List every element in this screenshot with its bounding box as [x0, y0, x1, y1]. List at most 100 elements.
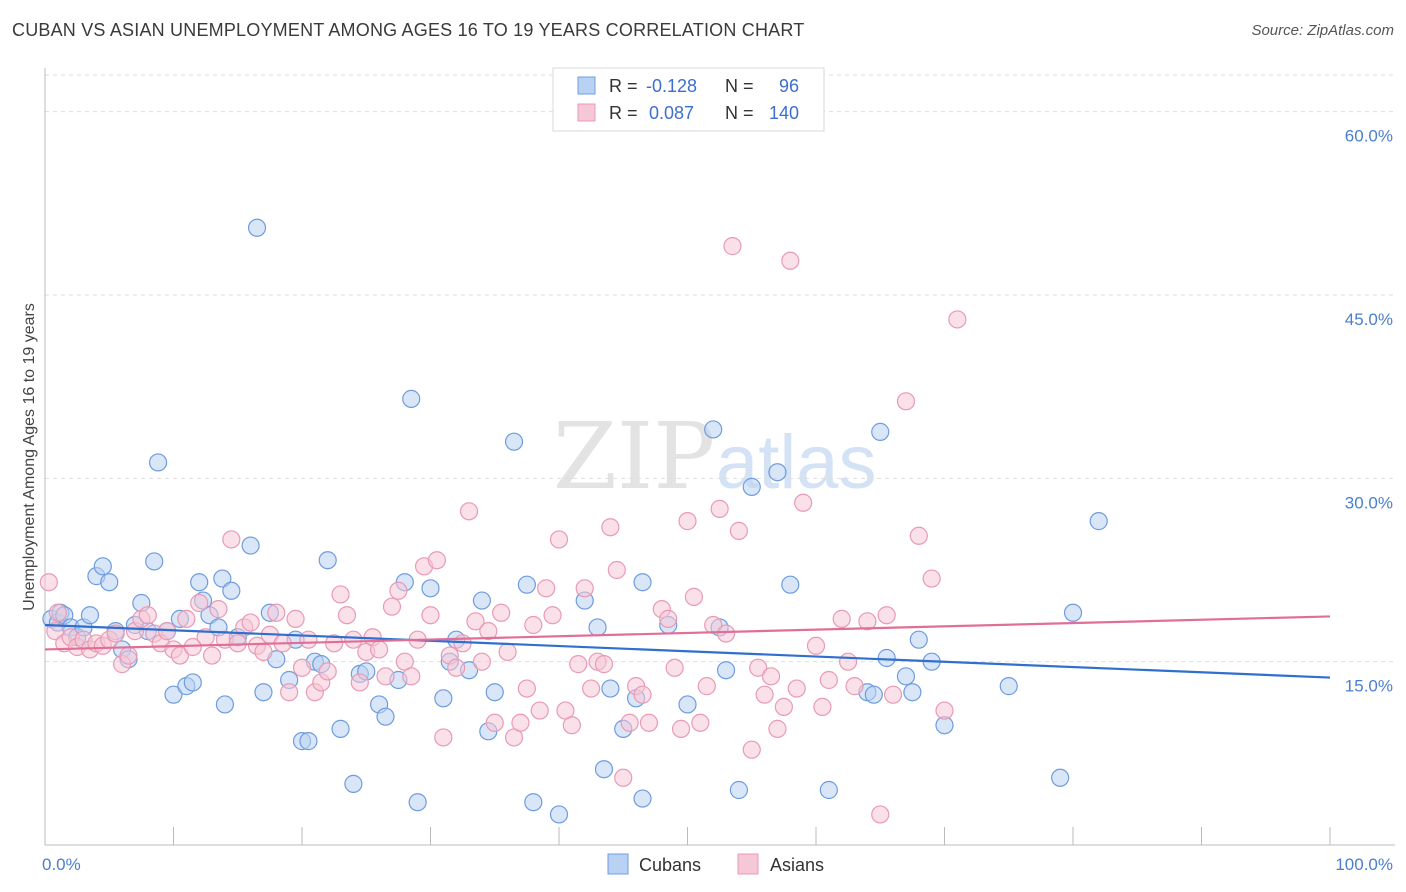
- cubans-point: [434, 689, 453, 708]
- asians-point: [684, 587, 704, 606]
- cubans-point: [504, 432, 524, 451]
- asians-point: [344, 630, 363, 649]
- cubans-point: [742, 477, 761, 496]
- asians-point: [710, 499, 729, 518]
- cubans-point: [215, 695, 234, 714]
- asians-point: [742, 740, 761, 759]
- asians-point: [691, 713, 710, 732]
- asians-point: [716, 624, 736, 643]
- asians-point: [222, 530, 241, 549]
- cubans-point: [704, 420, 723, 439]
- asians-point: [665, 658, 684, 677]
- asians-point: [183, 637, 202, 657]
- watermark-zip: ZIP: [553, 403, 715, 510]
- cubans-point: [190, 573, 209, 592]
- cubans-point: [768, 463, 787, 482]
- asians-point: [459, 502, 479, 521]
- x-tick-label-max: 100.0%: [1335, 855, 1393, 874]
- asians-point: [350, 673, 369, 692]
- asians-point: [549, 530, 569, 549]
- y-tick-label: 60.0%: [1345, 127, 1393, 146]
- asians-point: [607, 560, 626, 580]
- legend-n-label-cubans: N =: [725, 76, 754, 96]
- legend-r-value-asians: 0.087: [649, 103, 694, 123]
- asians-point: [678, 512, 697, 531]
- asians-point: [845, 677, 864, 696]
- cubans-point: [80, 606, 100, 625]
- asians-point: [633, 685, 652, 704]
- legend: R = -0.128 N = 96 R = 0.087 N = 140: [552, 67, 825, 132]
- cubans-point: [93, 557, 112, 576]
- gridlines: [45, 74, 1395, 663]
- asians-point: [138, 606, 157, 625]
- asians-point: [472, 652, 491, 671]
- cubans-point: [903, 683, 922, 702]
- asians-point: [922, 569, 941, 588]
- cubans-point: [1051, 768, 1070, 787]
- y-tick-label: 45.0%: [1345, 310, 1393, 329]
- cubans-point: [100, 573, 119, 592]
- asians-point: [749, 658, 768, 677]
- cubans-point: [1063, 603, 1083, 622]
- bottom-legend: Cubans Asians: [607, 853, 824, 875]
- asians-point: [370, 640, 389, 659]
- bottom-legend-swatch-cubans: [607, 853, 629, 875]
- asians-point: [376, 667, 395, 686]
- legend-r-value-cubans: -0.128: [646, 76, 697, 96]
- y-tick-labels: 15.0% 30.0% 45.0% 60.0%: [1345, 127, 1393, 696]
- asians-point: [755, 685, 774, 704]
- legend-box: [552, 67, 825, 132]
- cubans-point: [408, 793, 427, 812]
- asians-point: [883, 685, 903, 704]
- axes: [44, 68, 1395, 846]
- asians-point: [575, 579, 594, 598]
- cubans-point: [819, 780, 838, 800]
- asians-point: [839, 652, 858, 671]
- cubans-point: [877, 648, 896, 668]
- cubans-point: [344, 774, 363, 793]
- cubans-point: [485, 683, 504, 702]
- asians-point: [331, 585, 350, 604]
- asians-point: [466, 612, 485, 631]
- asians-point: [582, 679, 601, 698]
- watermark-atlas: atlas: [716, 420, 877, 505]
- asians-point: [427, 551, 447, 570]
- asians-point: [761, 667, 781, 686]
- asians-point: [819, 670, 838, 690]
- legend-n-label-asians: N =: [725, 103, 754, 123]
- asians-point: [530, 701, 549, 720]
- cubans-point: [999, 677, 1018, 696]
- asians-point: [569, 655, 588, 674]
- cubans-point: [241, 536, 260, 555]
- cubans-point: [318, 551, 337, 570]
- asians-point: [858, 612, 877, 631]
- asians-point: [935, 701, 954, 720]
- asians-point: [434, 728, 453, 747]
- cubans-point: [716, 661, 736, 680]
- cubans-point: [678, 695, 697, 714]
- asians-point: [447, 658, 466, 677]
- asians-point: [729, 521, 749, 540]
- cubans-point: [402, 389, 421, 408]
- cubans-point: [1089, 512, 1108, 531]
- asians-trend-line: [44, 615, 1331, 651]
- cubans-point: [633, 573, 652, 592]
- asians-point: [543, 606, 562, 625]
- asians-point: [485, 713, 504, 732]
- series-asians: [39, 237, 967, 824]
- asians-point: [537, 579, 556, 598]
- asians-point: [774, 697, 793, 716]
- cubans-point: [213, 569, 232, 588]
- asians-point: [896, 392, 916, 411]
- cubans-point: [164, 685, 183, 704]
- asians-point: [292, 658, 312, 677]
- asians-point: [948, 310, 967, 329]
- asians-point: [421, 606, 440, 625]
- asians-point: [498, 642, 517, 661]
- cubans-point: [247, 218, 267, 237]
- asians-point: [671, 719, 691, 738]
- asians-point: [402, 667, 421, 686]
- cubans-point: [472, 591, 491, 610]
- cubans-point: [299, 732, 318, 751]
- asians-point: [202, 646, 222, 665]
